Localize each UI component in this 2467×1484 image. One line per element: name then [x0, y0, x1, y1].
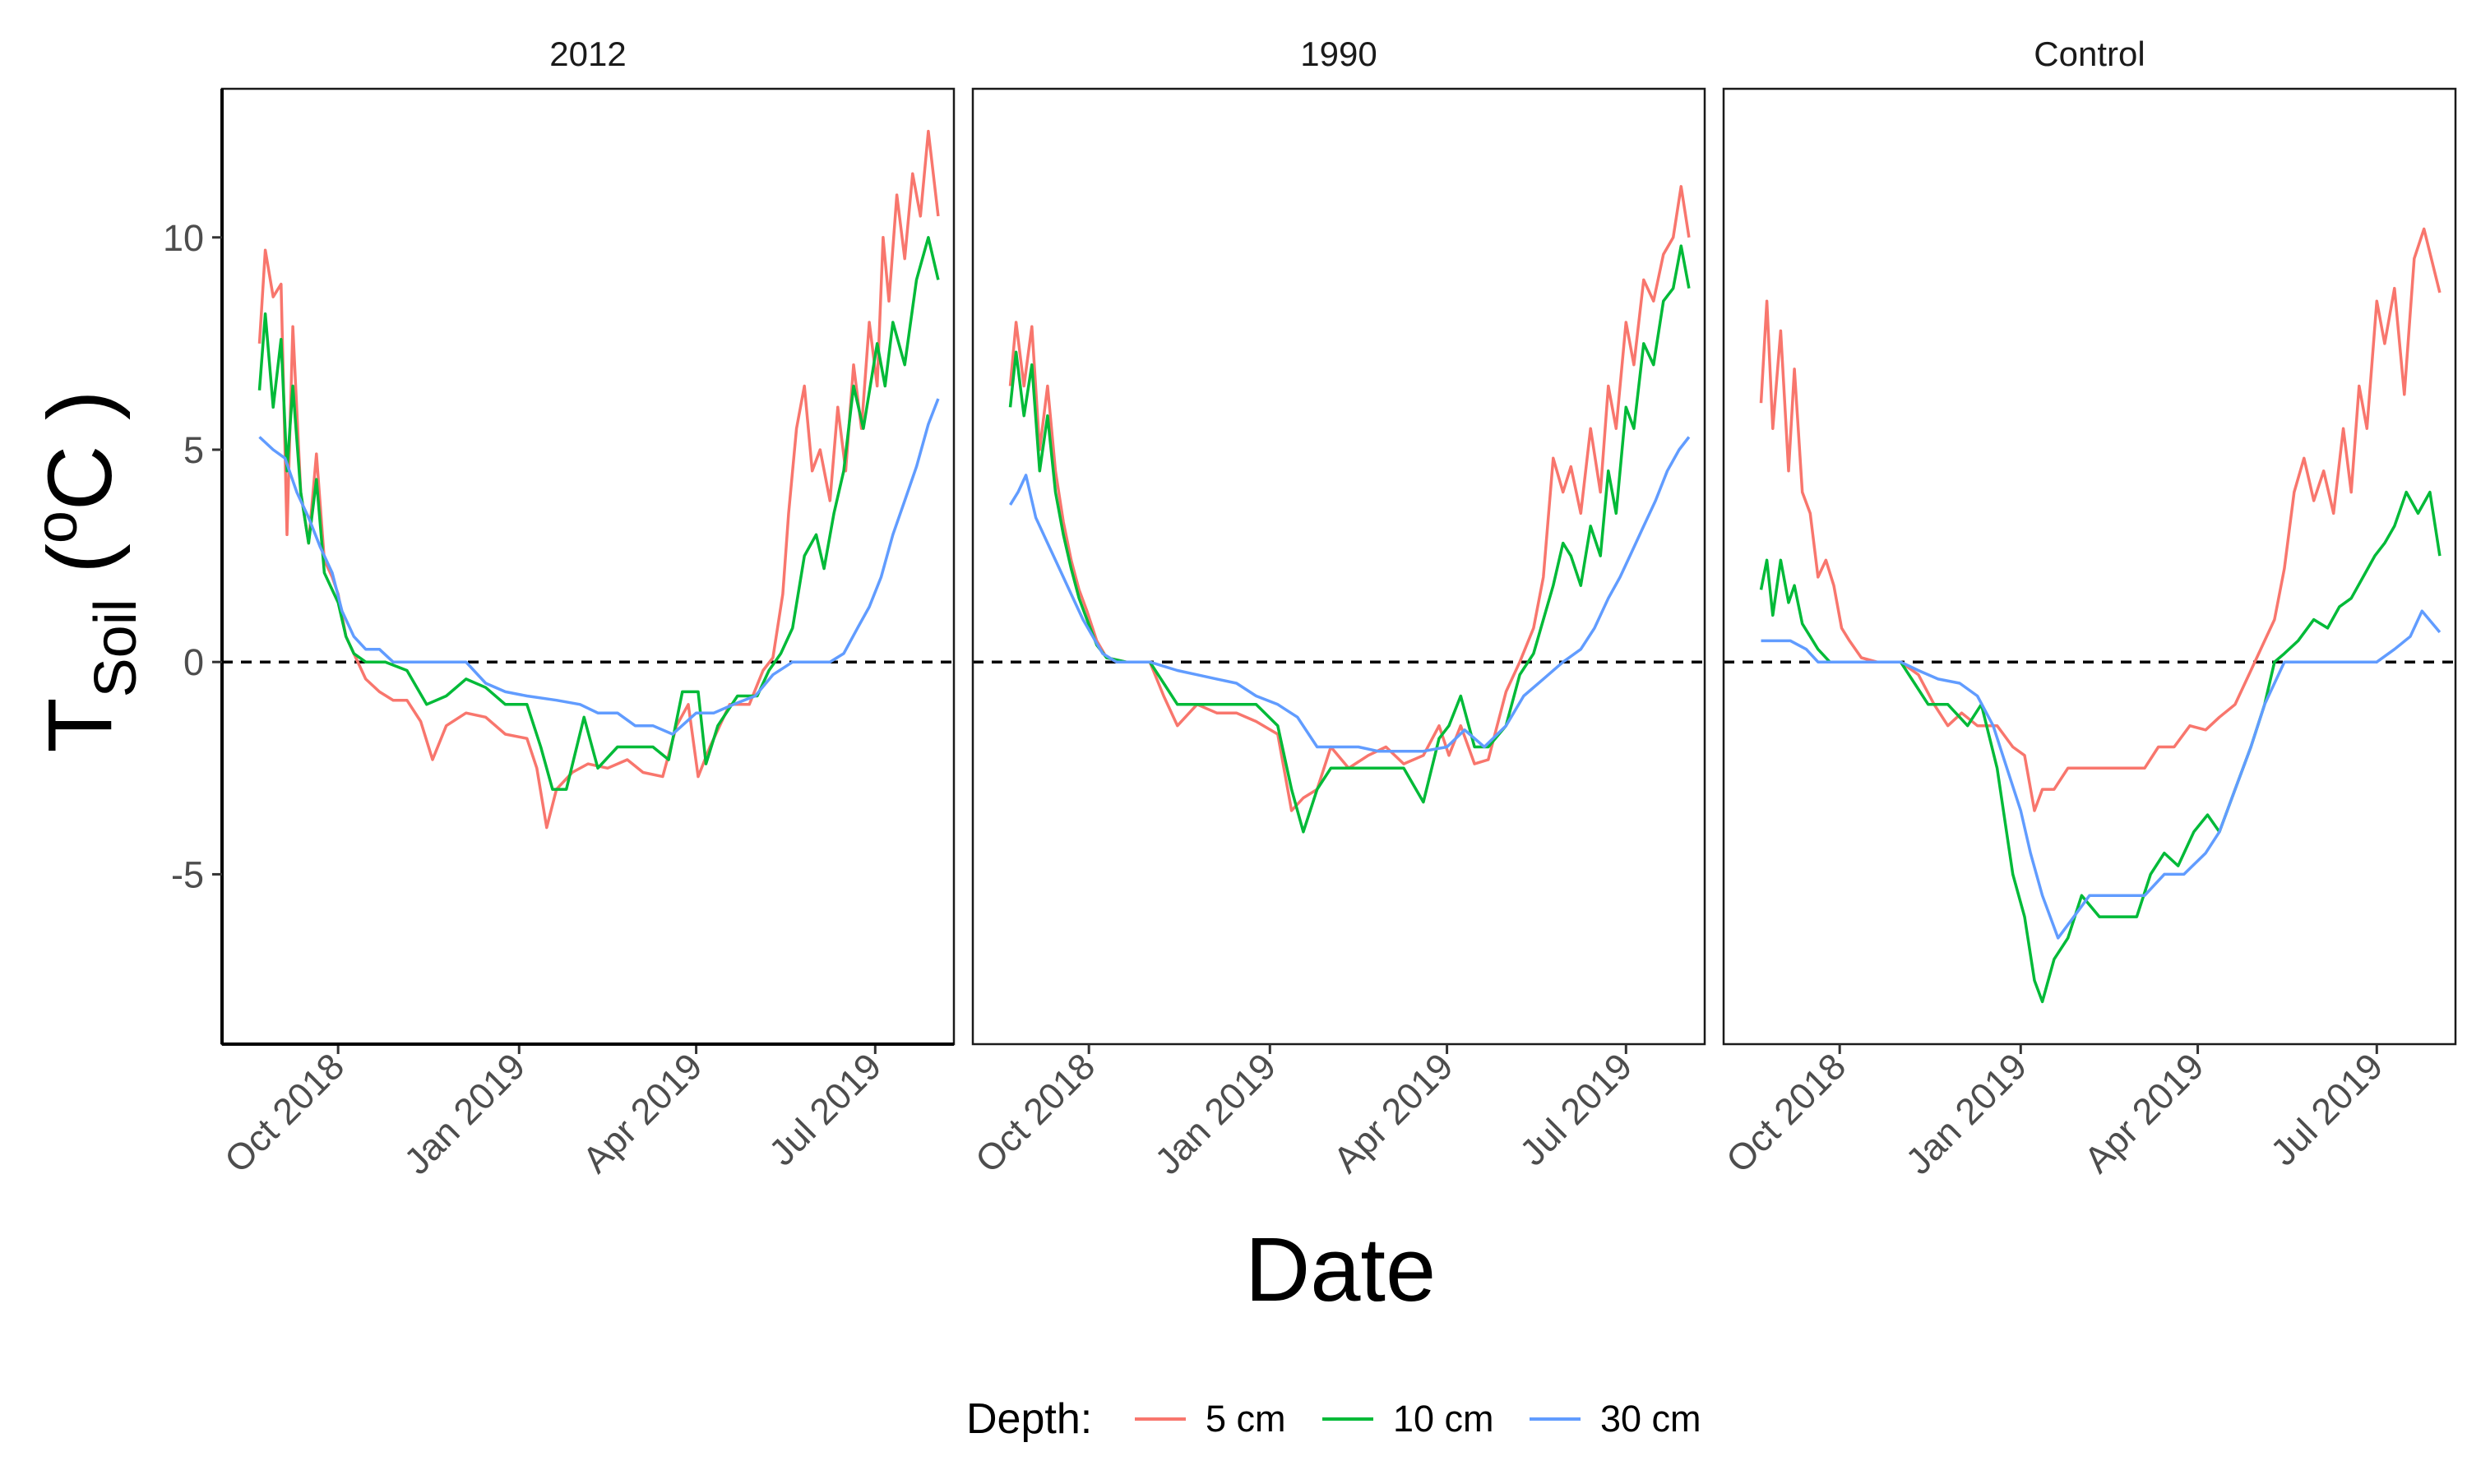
y-tick-label: -5	[171, 853, 204, 895]
x-tick-label: Oct 2018	[1718, 1045, 1854, 1181]
y-axis-title-superscript: o	[24, 511, 90, 543]
legend-label: 5 cm	[1206, 1398, 1286, 1440]
series-line-1990-10cm	[1008, 244, 1691, 834]
x-axis-title: Date	[1245, 1219, 1436, 1320]
panel-border	[1722, 87, 2457, 1046]
x-tick-label: Apr 2019	[2076, 1045, 2211, 1181]
x-tick-label: Jan 2019	[1146, 1045, 1284, 1182]
x-tick-label: Oct 2018	[216, 1045, 352, 1181]
facet-label-1990: 1990	[1300, 35, 1377, 73]
y-axis-title: TSoil (oC )	[24, 390, 149, 752]
panel-border	[220, 87, 956, 1046]
facet-panel-2012: 2012 Oct 2018 Jan 2019 Apr 2019 Jul 2019	[216, 35, 956, 1182]
x-tick-label: Jan 2019	[396, 1045, 533, 1182]
x-tick-label: Apr 2019	[1325, 1045, 1460, 1181]
x-tick-label: Oct 2018	[967, 1045, 1103, 1181]
y-tick-label: 5	[183, 429, 204, 471]
series-line-1990-30cm	[1009, 436, 1691, 753]
series-line-control-5cm	[1759, 227, 2442, 812]
legend-label: 10 cm	[1393, 1398, 1494, 1440]
facet-label-control: Control	[2034, 35, 2145, 73]
series-line-2012-30cm	[258, 398, 940, 736]
panel-border	[971, 87, 1706, 1046]
y-tick-label: 10	[163, 217, 204, 259]
y-tick-label: 0	[183, 641, 204, 683]
y-axis-title-unit_close: C )	[30, 390, 131, 511]
legend-label: 30 cm	[1600, 1398, 1701, 1440]
legend: Depth: 5 cm 10 cm 30 cm	[966, 1395, 1701, 1443]
series-line-control-30cm	[1761, 609, 2442, 940]
x-tick-label: Jul 2019	[1511, 1045, 1640, 1173]
series-line-2012-5cm	[257, 129, 940, 830]
series-line-control-10cm	[1759, 490, 2442, 1004]
x-tick-label: Jul 2019	[761, 1045, 889, 1173]
x-tick-label: Apr 2019	[574, 1045, 710, 1181]
y-axis-title-subscript: Soil	[83, 599, 149, 697]
series-line-2012-10cm	[257, 236, 940, 791]
x-tick-label: Jul 2019	[2262, 1045, 2391, 1173]
series-line-1990-5cm	[1008, 185, 1691, 812]
facet-label-2012: 2012	[549, 35, 626, 73]
facet-panel-1990: 1990 Oct 2018 Jan 2019 Apr 2019 Jul 2019	[967, 35, 1706, 1182]
y-axis-title-main: T	[30, 697, 131, 752]
x-tick-label: Jan 2019	[1897, 1045, 2034, 1182]
y-axis-title-unit_open: (	[30, 543, 131, 599]
legend-title: Depth:	[966, 1395, 1092, 1443]
facet-panel-control: Control Oct 2018 Jan 2019 Apr 2019 Jul 2019	[1718, 35, 2457, 1182]
